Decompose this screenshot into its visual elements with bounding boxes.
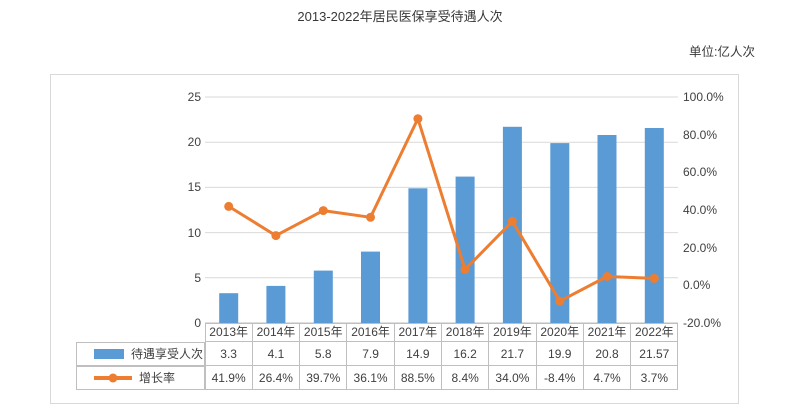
right-axis-tick: 100.0% [683, 90, 724, 104]
growth-cell: -8.4% [535, 365, 584, 390]
year-cell: 2021年 [582, 323, 632, 342]
growth-cell: 41.9% [204, 365, 253, 390]
value-cell: 7.9 [346, 341, 395, 366]
marker-2022年 [649, 273, 659, 283]
left-axis: 25 20 15 10 5 0 [51, 75, 201, 335]
growth-cell: 26.4% [251, 365, 301, 390]
year-cell: 2018年 [440, 323, 490, 342]
marker-2014年 [271, 231, 281, 241]
value-cell: 16.2 [440, 341, 490, 366]
right-axis-tick: 0.0% [683, 278, 711, 293]
chart-title: 2013-2022年居民医保享受待遇人次 [297, 9, 503, 24]
marker-2017年 [413, 114, 423, 124]
year-cell: 2019年 [488, 323, 537, 342]
right-axis-tick: 40.0% [683, 203, 718, 217]
bar-legend-swatch-icon [94, 348, 124, 359]
growth-cell: 34.0% [488, 365, 537, 390]
growth-line [227, 117, 655, 303]
data-table: 2013年 2014年 2015年 2016年 2017年 2018年 2019… [76, 323, 679, 390]
left-axis-tick: 25 [187, 90, 201, 104]
year-cell: 2015年 [299, 323, 348, 342]
year-cell: 2022年 [630, 323, 679, 342]
line-legend-swatch-icon [94, 373, 132, 382]
table-row-line-series: 增长率 41.9% 26.4% 39.7% 36.1% 88.5% 8.4% 3… [76, 365, 679, 390]
marker-2021年 [602, 272, 612, 281]
right-axis: 100.0% 80.0% 60.0% 40.0% 20.0% 0.0% -20.… [683, 75, 738, 335]
year-cell: 2014年 [251, 323, 301, 342]
growth-cell: 8.4% [440, 365, 490, 390]
value-cell: 21.7 [488, 341, 537, 366]
marker-2016年 [366, 212, 375, 222]
value-cell: 5.8 [299, 341, 348, 366]
year-cell: 2016年 [346, 323, 395, 342]
line-series-legend: 增长率 [76, 365, 205, 390]
marker-2013年 [224, 201, 234, 211]
line-series-name: 增长率 [139, 370, 176, 385]
year-cell: 2013年 [204, 323, 253, 342]
left-axis-tick: 0 [194, 316, 201, 330]
growth-cell: 4.7% [582, 365, 632, 390]
value-cell: 21.57 [630, 341, 679, 366]
marker-2018年 [460, 265, 470, 274]
bar-series-legend: 待遇享受人次 [76, 341, 205, 366]
value-cell: 20.8 [582, 341, 632, 366]
left-axis-tick: 15 [187, 180, 201, 195]
table-row-bar-series: 待遇享受人次 3.3 4.1 5.8 7.9 14.9 16.2 21.7 19… [76, 341, 679, 366]
right-axis-tick: -20.0% [683, 316, 722, 330]
bar-2022年 [644, 128, 664, 323]
marker-2019年 [507, 216, 517, 226]
bar-2017年 [408, 188, 428, 323]
bar-2015年 [313, 270, 333, 323]
bar-2014年 [266, 285, 286, 323]
left-axis-tick: 20 [187, 135, 201, 150]
value-cell: 14.9 [393, 341, 442, 366]
bar-2021年 [597, 135, 617, 323]
chart-area: 25 20 15 10 5 0 100.0% 80.0% 60.0% 40.0%… [50, 74, 739, 404]
bar-2013年 [219, 293, 239, 323]
value-cell: 4.1 [251, 341, 301, 366]
right-axis-tick: 60.0% [683, 165, 718, 180]
value-cell: 19.9 [535, 341, 584, 366]
marker-2015年 [318, 206, 328, 216]
table-corner-cell [76, 324, 205, 342]
year-cell: 2017年 [393, 323, 442, 342]
growth-cell: 88.5% [393, 365, 442, 390]
left-axis-tick: 10 [187, 225, 201, 240]
left-axis-tick: 5 [194, 270, 201, 285]
bar-2020年 [550, 143, 570, 323]
right-axis-tick: 20.0% [683, 240, 718, 255]
year-cell: 2020年 [535, 323, 584, 342]
marker-2020年 [555, 296, 565, 306]
growth-cell: 36.1% [346, 365, 395, 390]
bar-series-name: 待遇享受人次 [131, 346, 204, 361]
value-cell: 3.3 [204, 341, 253, 366]
growth-cell: 39.7% [299, 365, 348, 390]
bar-2018年 [455, 176, 475, 323]
table-row-years: 2013年 2014年 2015年 2016年 2017年 2018年 2019… [76, 323, 679, 342]
unit-label: 单位:亿人次 [689, 45, 755, 59]
right-axis-tick: 80.0% [683, 127, 718, 142]
bar-2016年 [361, 251, 380, 323]
growth-cell: 3.7% [630, 365, 679, 390]
